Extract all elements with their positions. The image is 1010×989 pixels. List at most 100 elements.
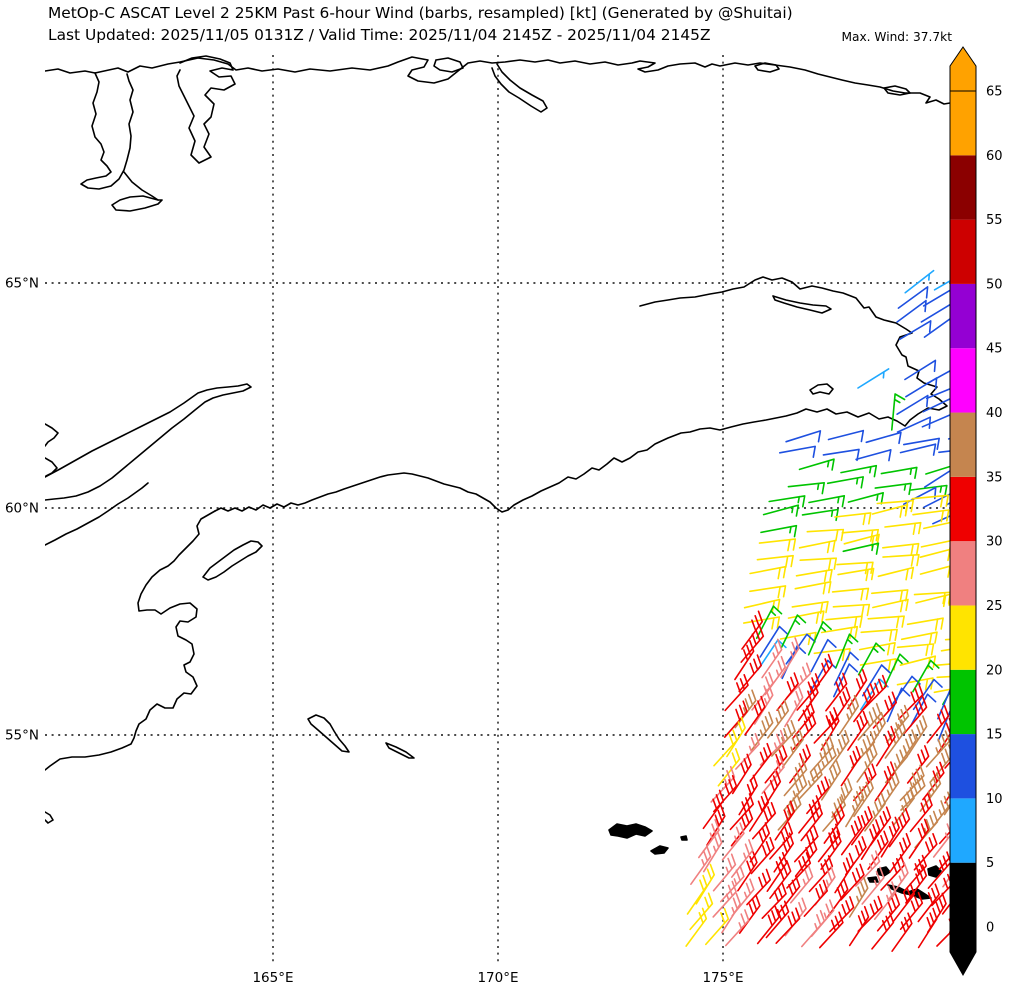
wind-barb <box>834 852 855 894</box>
wind-barb <box>759 625 789 658</box>
wind-barb <box>876 893 901 932</box>
wind-barb <box>911 494 949 508</box>
wind-barb <box>840 746 861 787</box>
colorbar-segment <box>950 734 976 799</box>
wind-barb <box>884 719 907 759</box>
coastline-boot-spit <box>111 195 163 212</box>
wind-barb <box>837 567 875 582</box>
wind-barb <box>851 731 876 769</box>
wind-barb <box>771 720 796 757</box>
wind-barb <box>903 854 927 893</box>
wind-barb <box>751 672 774 711</box>
colorbar-tick-label: 45 <box>986 342 1003 357</box>
wind-barb <box>857 702 882 741</box>
wind-barb <box>801 508 839 522</box>
wind-barb <box>828 729 850 770</box>
wind-barb <box>690 845 712 885</box>
wind-barb <box>810 638 837 673</box>
wind-barb <box>822 448 860 462</box>
wind-barb <box>903 437 940 450</box>
wind-barb <box>743 598 781 613</box>
wind-barb <box>900 631 938 645</box>
wind-barb <box>861 866 885 905</box>
wind-barb <box>734 640 755 681</box>
wind-barb <box>765 900 790 939</box>
colorbar-tick-label: 25 <box>986 599 1003 614</box>
wind-barb <box>826 476 864 489</box>
wind-barb <box>840 816 863 856</box>
colorbar-tick-label: 15 <box>986 728 1003 743</box>
wind-barb <box>871 911 895 950</box>
wind-barb <box>847 710 868 751</box>
wind-barb <box>871 589 909 603</box>
wind-barb <box>860 819 881 860</box>
wind-barb <box>798 795 821 834</box>
wind-barb <box>758 538 797 552</box>
wind-barb <box>873 881 897 920</box>
wind-barb <box>796 673 821 711</box>
coastline-islet-c <box>883 85 911 96</box>
colorbar-segment <box>950 862 976 927</box>
colorbar-outline <box>949 90 977 928</box>
wind-barb <box>853 683 876 723</box>
wind-barb <box>877 566 915 581</box>
colorbar-tick-label: 5 <box>986 856 994 871</box>
wind-barb <box>806 528 845 542</box>
wind-barb <box>761 755 785 794</box>
wind-barb <box>907 715 928 756</box>
colorbar-tick-label: 0 <box>986 921 994 936</box>
wind-barb <box>853 777 874 818</box>
wind-barb <box>761 882 787 919</box>
wind-barb <box>925 386 953 400</box>
wind-barb <box>764 655 786 696</box>
wind-barb <box>761 770 782 812</box>
islet-small-islet <box>867 876 879 883</box>
wind-barb <box>937 713 953 754</box>
coastline-islet-b <box>754 62 780 73</box>
wind-barb <box>814 865 836 906</box>
wind-barb <box>820 625 859 640</box>
wind-barb <box>749 742 772 782</box>
wind-barb <box>705 907 730 946</box>
wind-barb <box>919 772 942 812</box>
wind-barb <box>741 610 763 650</box>
wind-barb <box>882 542 920 556</box>
wind-barb <box>880 816 900 858</box>
colorbar-segment <box>950 155 976 220</box>
colorbar-segment <box>950 798 976 863</box>
wind-barb <box>875 725 896 767</box>
wind-barb <box>717 748 741 787</box>
wind-barb <box>817 823 841 863</box>
wind-barb <box>871 504 909 518</box>
wind-barb <box>896 299 927 323</box>
wind-barb <box>750 836 775 875</box>
wind-barb <box>799 557 837 571</box>
colorbar-tick-label: 20 <box>986 663 1003 678</box>
wind-barb <box>838 694 860 736</box>
wind-barb <box>904 359 937 381</box>
wind-barb <box>940 648 953 652</box>
wind-barb <box>898 683 924 720</box>
wind-barb <box>912 509 950 523</box>
colorbar-tick-label: 50 <box>986 277 1003 292</box>
colorbar-tick-label: 40 <box>986 406 1003 421</box>
colorbar-segment <box>950 412 976 477</box>
wind-barb <box>825 615 863 629</box>
wind-barb <box>917 883 940 923</box>
wind-barb <box>813 707 839 744</box>
wind-barb <box>785 662 812 699</box>
wind-barb <box>689 892 714 931</box>
wind-barb <box>855 850 881 887</box>
wind-barb <box>761 638 783 679</box>
wind-barb <box>905 377 938 398</box>
wind-barb <box>749 585 787 599</box>
wind-barb <box>832 603 871 617</box>
wind-barb <box>724 674 749 712</box>
wind-barb <box>820 830 842 870</box>
wind-barb <box>774 800 796 841</box>
colorbar-tick-label: 65 <box>986 85 1003 100</box>
wind-barb <box>835 633 859 669</box>
islet-aleut-dot <box>680 835 688 841</box>
colorbar-tick-label: 55 <box>986 213 1003 228</box>
wind-barb <box>798 458 835 471</box>
